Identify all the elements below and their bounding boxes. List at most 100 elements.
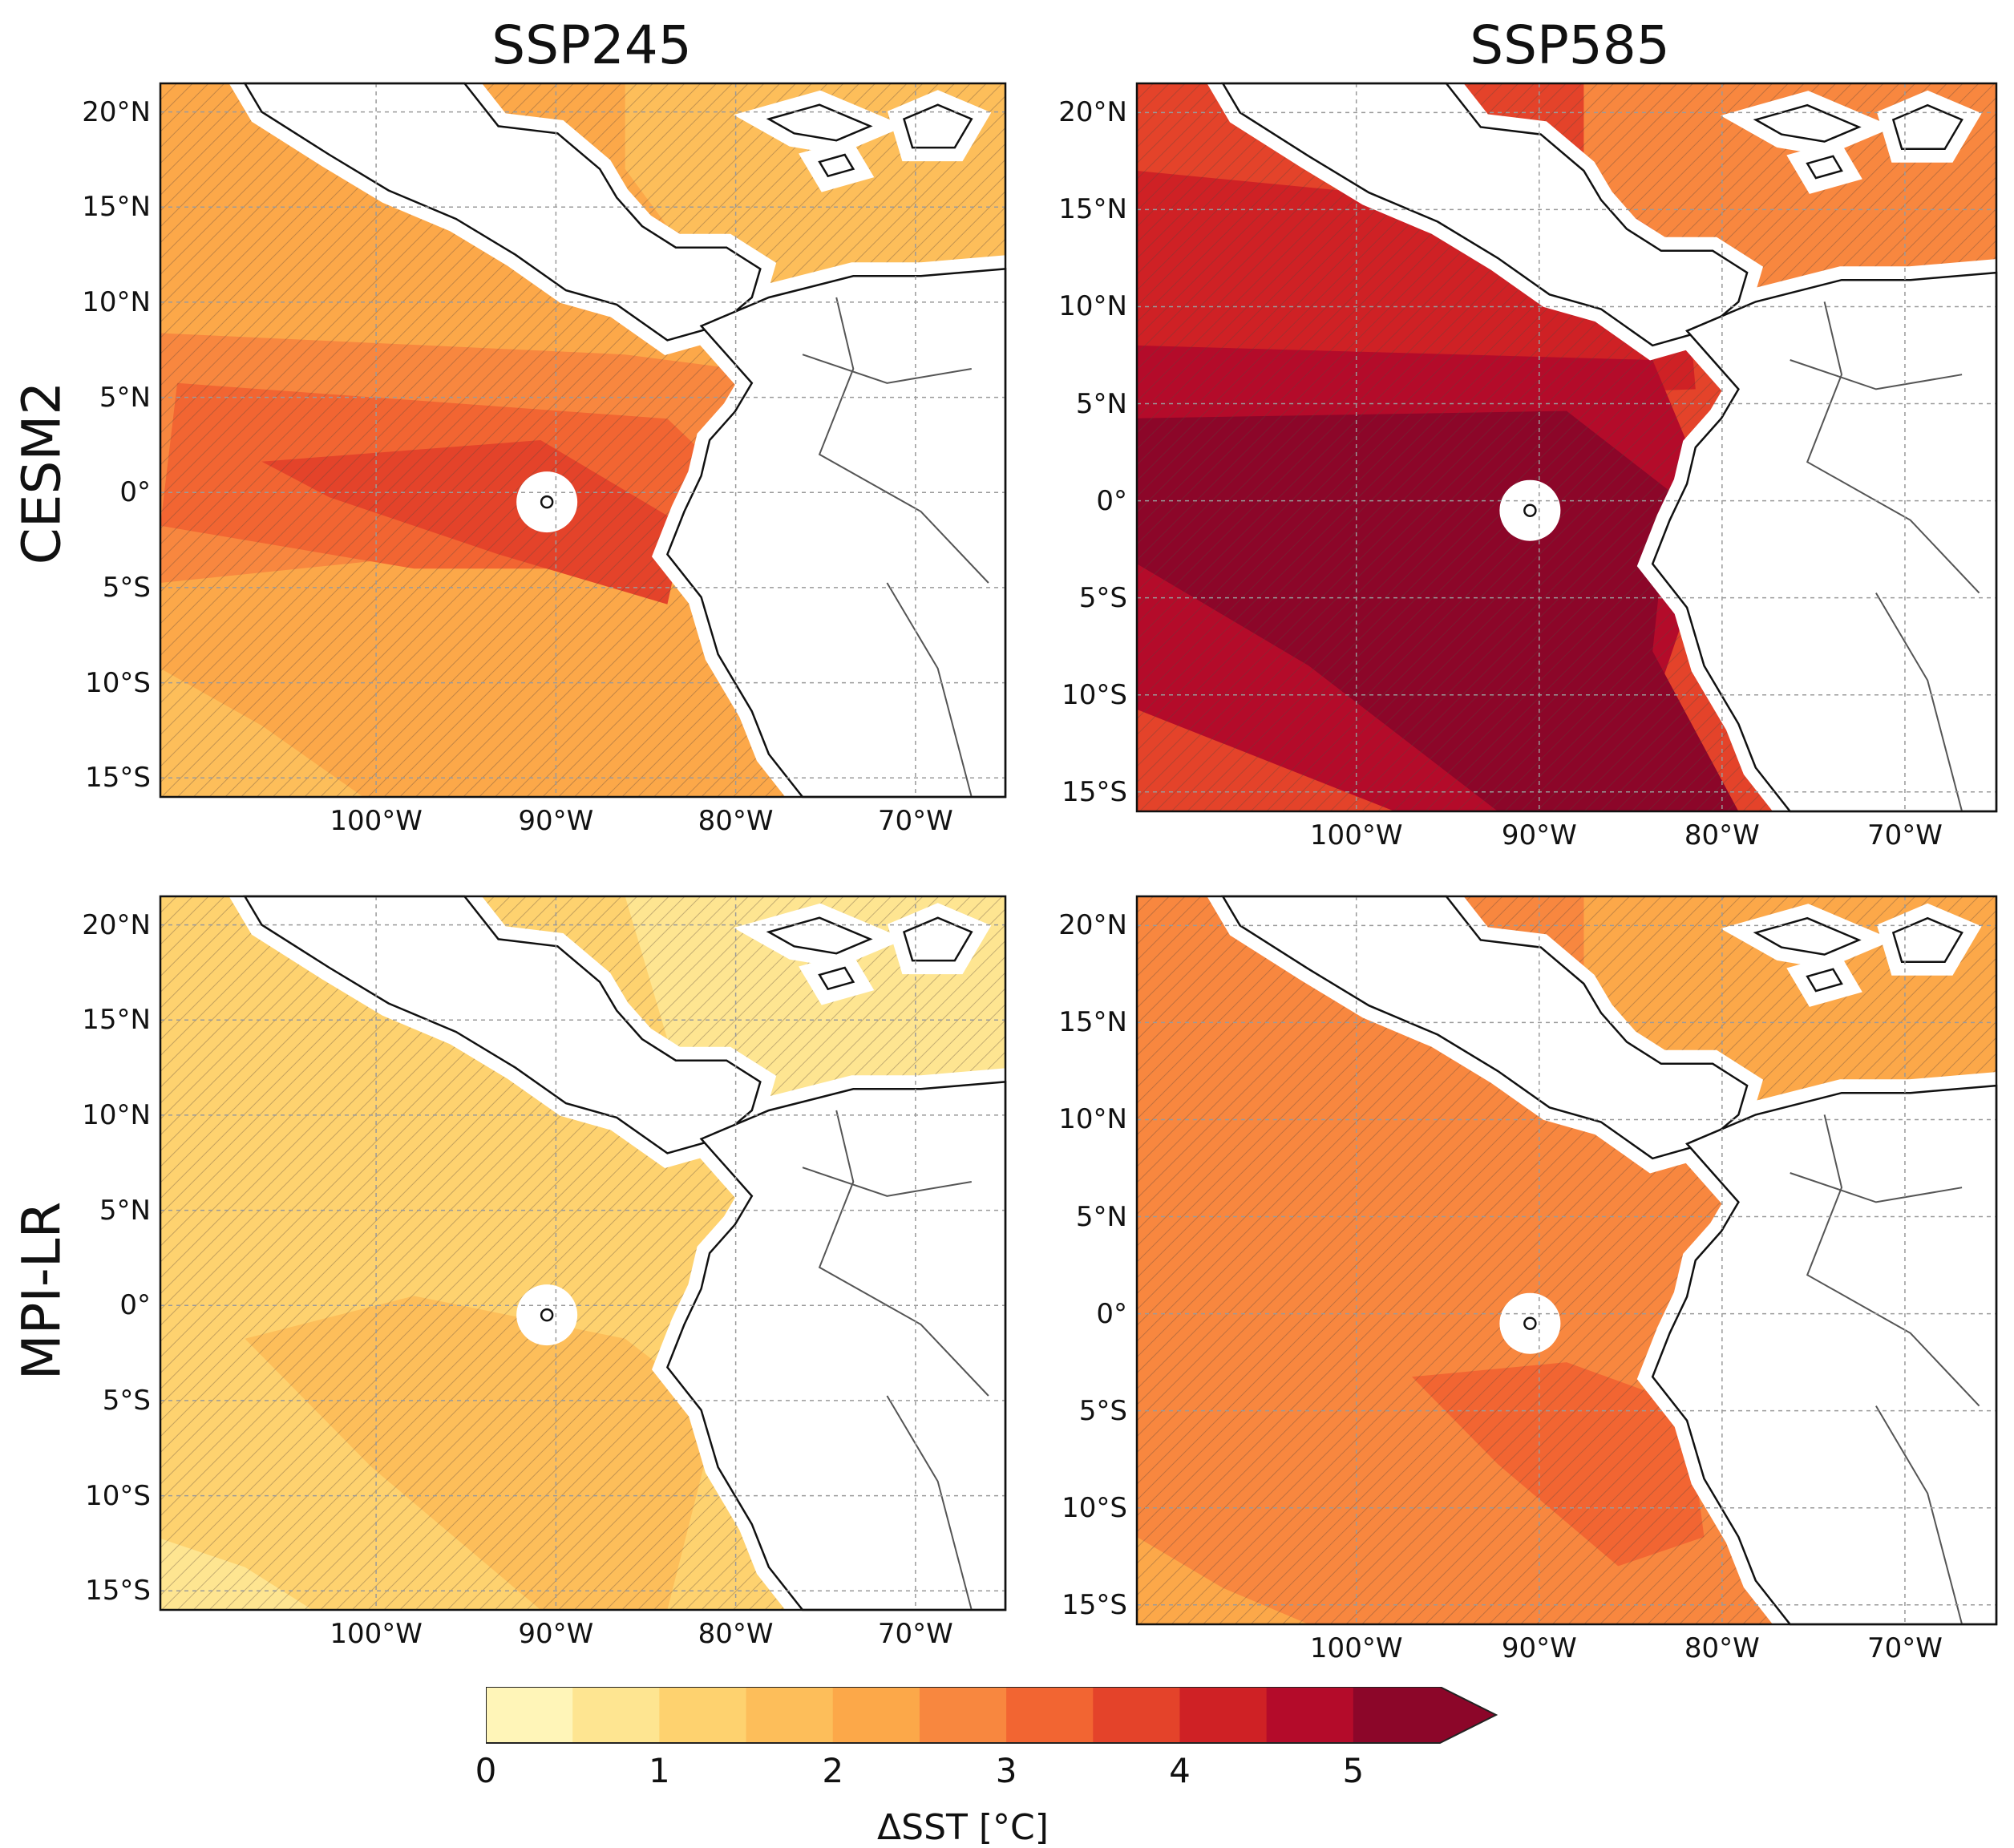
lat-tick-label: 0° [1096, 484, 1127, 517]
lat-tick-label: 20°N [82, 95, 151, 128]
land-southAm [665, 268, 1007, 799]
colorbar-tick-label: 2 [822, 1751, 844, 1790]
country-border [1806, 301, 1980, 594]
land-hisp [1891, 103, 1963, 150]
lat-tick-label: 15°S [1062, 1588, 1127, 1621]
lon-tick-label: 70°W [877, 1618, 953, 1650]
colorbar-tick-label: 4 [1169, 1751, 1191, 1790]
country-border [1875, 1405, 1963, 1625]
land-cuba [1753, 916, 1862, 956]
map-frame [1135, 82, 1998, 813]
country-border [1875, 592, 1963, 812]
lat-tick-label: 15°N [82, 191, 151, 224]
galapagos-mask [1499, 1292, 1561, 1354]
lat-tick-label: 10°N [1058, 290, 1127, 323]
lat-tick-label: 20°N [1058, 909, 1127, 942]
galapagos-islands [1523, 503, 1537, 517]
lon-tick-label: 70°W [877, 805, 953, 837]
map-frame [159, 895, 1007, 1611]
lat-tick-label: 15°S [85, 1575, 151, 1607]
colorbar-outline [485, 1686, 1498, 1744]
column-title-ssp245: SSP245 [491, 14, 692, 76]
galapagos-mask [1499, 479, 1561, 541]
galapagos-islands [540, 495, 554, 509]
lon-tick-label: 100°W [1309, 819, 1403, 851]
colorbar-tick-label: 1 [648, 1751, 670, 1790]
lon-tick-label: 90°W [518, 805, 594, 837]
colorbar-segment [1179, 1687, 1268, 1743]
land-mexico [243, 82, 762, 342]
colorbar-segment [746, 1687, 834, 1743]
galapagos-islands [540, 1308, 554, 1322]
lon-tick-label: 100°W [330, 805, 423, 837]
land-jam [1806, 155, 1843, 180]
lat-tick-label: 15°N [82, 1004, 151, 1037]
colorbar-extend-arrow [1440, 1687, 1496, 1743]
lon-tick-label: 70°W [1867, 1632, 1943, 1664]
colorbar-tick-label: 3 [995, 1751, 1017, 1790]
lon-tick-label: 80°W [1684, 1632, 1760, 1664]
lat-tick-label: 20°N [82, 908, 151, 941]
lat-tick-label: 5°S [1078, 581, 1127, 614]
land-cuba [766, 103, 873, 142]
map-canvas [1135, 883, 2010, 1638]
map-frame [1135, 895, 1998, 1626]
land-southAm [1651, 271, 1998, 813]
lat-tick-label: 10°N [82, 1098, 151, 1131]
map-canvas [1135, 70, 2010, 825]
land-mexico [1221, 895, 1749, 1160]
lat-tick-label: 10°S [85, 666, 151, 699]
land-mexico [1221, 82, 1749, 347]
land-cuba [1753, 103, 1862, 143]
lat-tick-label: 5°N [99, 381, 151, 414]
lat-tick-label: 10°S [85, 1479, 151, 1512]
galapagos-mask [516, 1284, 578, 1346]
colorbar-bar [485, 1686, 1498, 1744]
colorbar-tick-label: 0 [475, 1751, 497, 1790]
lat-tick-label: 10°S [1062, 1491, 1127, 1524]
lat-tick-label: 0° [1096, 1297, 1127, 1330]
country-border [802, 1167, 972, 1197]
map-panel-mpi-lr-ssp585: 20°N 15°N 10°N 5°N 0° 5°S 10°S 15°S 100°W 90°W 80°… [1058, 883, 2010, 1664]
map-canvas [159, 70, 1019, 811]
lat-tick-label: 5°S [1078, 1394, 1127, 1427]
lat-tick-label: 15°N [1058, 193, 1127, 226]
land-jam [818, 153, 855, 178]
lat-tick-label: 5°N [1075, 387, 1127, 420]
land-hisp [902, 916, 973, 962]
country-border [1806, 1114, 1980, 1407]
colorbar-segment [659, 1687, 747, 1743]
land-southAm [665, 1081, 1007, 1611]
colorbar-label: ΔSST [°C] [877, 1807, 1049, 1848]
map-panel-cesm2-ssp245: 20°N 15°N 10°N 5°N 0° 5°S 10°S 15°S 100°W 90°W 80°… [82, 70, 1019, 837]
lat-tick-label: 10°N [1058, 1103, 1127, 1136]
map-canvas [159, 883, 1019, 1624]
lat-tick-label: 5°N [1075, 1200, 1127, 1233]
lat-tick-label: 15°N [1058, 1006, 1127, 1039]
land-jam [818, 966, 855, 991]
land-hisp [1891, 916, 1963, 963]
colorbar: 0 1 2 3 4 5 ΔSST [°C] [475, 1686, 1584, 1848]
map-panel-cesm2-ssp585: 20°N 15°N 10°N 5°N 0° 5°S 10°S 15°S 100°W 90°W 80°… [1058, 70, 2010, 851]
colorbar-segment [1006, 1687, 1094, 1743]
lat-tick-label: 5°N [99, 1194, 151, 1227]
lon-tick-label: 90°W [518, 1618, 594, 1650]
country-border [1790, 1172, 1963, 1203]
country-border [818, 1110, 989, 1397]
land-cuba [766, 916, 873, 955]
column-title-ssp585: SSP585 [1470, 14, 1670, 76]
lat-tick-label: 15°S [1062, 775, 1127, 808]
galapagos-mask [516, 471, 578, 533]
lat-tick-label: 0° [119, 476, 151, 509]
lat-tick-label: 5°S [102, 1384, 151, 1417]
colorbar-segment [1353, 1687, 1441, 1743]
galapagos-islands [1523, 1316, 1537, 1330]
lon-tick-label: 80°W [698, 1618, 774, 1650]
lat-tick-label: 20°N [1058, 96, 1127, 129]
lon-tick-label: 90°W [1501, 819, 1577, 851]
colorbar-segment [1093, 1687, 1180, 1743]
land-jam [1806, 968, 1843, 993]
lon-tick-label: 100°W [1309, 1632, 1403, 1664]
lat-tick-label: 5°S [102, 571, 151, 604]
colorbar-segment [832, 1687, 920, 1743]
